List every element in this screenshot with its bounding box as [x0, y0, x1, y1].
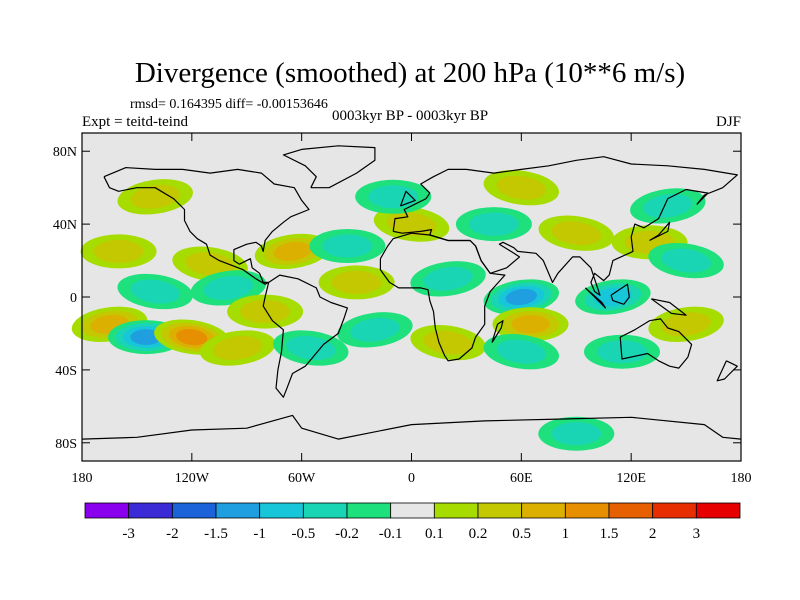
divergence-contour-patch [368, 185, 419, 209]
coastline-segment [103, 167, 310, 285]
x-tick-label: 180 [731, 471, 752, 486]
colorbar-label: -3 [122, 526, 135, 542]
divergence-contour-patch [286, 336, 336, 360]
colorbar-swatch [215, 502, 261, 519]
x-tick-label: 60E [510, 471, 533, 486]
divergence-contour-patch [203, 275, 254, 300]
season-label: DJF [716, 114, 741, 130]
stats-label: rmsd= 0.164395 diff= -0.00153646 [130, 97, 328, 112]
divergence-contour-patch [423, 330, 473, 355]
colorbar-label: 1 [562, 526, 570, 542]
divergence-contour-patch [661, 248, 711, 273]
divergence-contour-patch [423, 266, 473, 291]
divergence-contour-patch [240, 300, 290, 324]
colorbar-swatch [695, 502, 741, 519]
y-tick-label: 80N [53, 145, 77, 160]
y-tick-label: 80S [55, 437, 77, 452]
x-tick-label: 60W [288, 471, 316, 486]
coastline-segment [392, 156, 738, 296]
x-tick-label: 180 [72, 471, 93, 486]
divergence-contour-patch [130, 279, 180, 304]
colorbar-swatch [171, 502, 217, 519]
colorbar-label: -0.2 [335, 526, 359, 542]
y-tick-label: 0 [70, 291, 77, 306]
x-tick-label: 120E [616, 471, 646, 486]
colorbar-label: -2 [166, 526, 179, 542]
chart-title: Divergence (smoothed) at 200 hPa (10**6 … [135, 57, 685, 89]
divergence-contour-patch [593, 287, 632, 307]
divergence-contour-patch [350, 317, 400, 342]
colorbar-swatch [608, 502, 654, 519]
divergence-contour-patch [93, 239, 144, 263]
y-tick-label: 40N [53, 218, 77, 233]
divergence-contour-patch [643, 193, 693, 218]
period-label: 0003kyr BP - 0003kyr BP [332, 108, 488, 124]
coastline-segment [491, 320, 504, 343]
colorbar-label: -1 [253, 526, 266, 542]
colorbar-swatch [346, 502, 392, 519]
colorbar-swatch [128, 502, 173, 519]
divergence-contour-patch [212, 336, 263, 360]
colorbar-swatch [84, 502, 130, 519]
colorbar-swatch [259, 502, 304, 519]
coastline-segment [282, 145, 376, 189]
colorbar-swatch [302, 502, 348, 519]
colorbar-swatch [390, 502, 435, 519]
colorbar-swatch [652, 502, 697, 519]
colorbar-label: 1.5 [600, 526, 619, 542]
colorbar: -3 -2 -1.5 -1 -0.5 -0.2 -0.1 0.1 0.2 0.5 1 1.5 2 3 [84, 502, 741, 542]
divergence-contour-patch [322, 234, 373, 258]
colorbar-label: 0.5 [512, 526, 531, 542]
colorbar-label: 2 [649, 526, 657, 542]
coastline-segment [262, 274, 348, 398]
divergence-contour-patch [185, 252, 235, 277]
coastline-segment [649, 221, 671, 242]
divergence-contour-patch [551, 422, 602, 446]
divergence-contour-patch [469, 212, 519, 236]
x-tick-label: 120W [175, 471, 210, 486]
divergence-contour-patch [551, 221, 602, 246]
coastline-segment [619, 318, 693, 369]
divergence-contour-patch [331, 270, 382, 294]
divergence-contour-patch [496, 175, 547, 200]
coastline-segment [716, 360, 738, 382]
y-tick-label: 40S [55, 364, 77, 379]
divergence-contour-patch [130, 184, 180, 209]
colorbar-label: -0.5 [291, 526, 315, 542]
colorbar-swatch [564, 502, 610, 519]
colorbar-swatch [521, 502, 566, 519]
colorbar-label: 0.1 [425, 526, 444, 542]
divergence-contour-patch [505, 288, 537, 306]
colorbar-swatch [477, 502, 523, 519]
plot-area: 180 120W 60W 0 60E 120E 180 80N 40N 0 40S 80S [53, 132, 752, 486]
x-tick-label: 0 [408, 471, 415, 486]
divergence-contour-patch [176, 328, 208, 346]
coastline-segment [379, 232, 506, 362]
divergence-contour-patch [130, 329, 162, 345]
experiment-label: Expt = teitd-teind [82, 114, 188, 130]
colorbar-label: 3 [693, 526, 701, 542]
colorbar-label: 0.2 [469, 526, 488, 542]
divergence-contour-patch [496, 339, 547, 364]
divergence-contour-patch [511, 315, 550, 334]
divergence-contour-patch [273, 241, 312, 261]
coastlines [81, 145, 742, 440]
coastline-segment [399, 190, 416, 207]
coastline-segment [650, 298, 687, 316]
colorbar-label: -0.1 [379, 526, 403, 542]
colorbar-label: -1.5 [204, 526, 228, 542]
coastline-segment [610, 283, 630, 305]
coastline-segment [584, 287, 607, 309]
coastline-segment [81, 414, 742, 440]
colorbar-swatch [433, 502, 479, 519]
